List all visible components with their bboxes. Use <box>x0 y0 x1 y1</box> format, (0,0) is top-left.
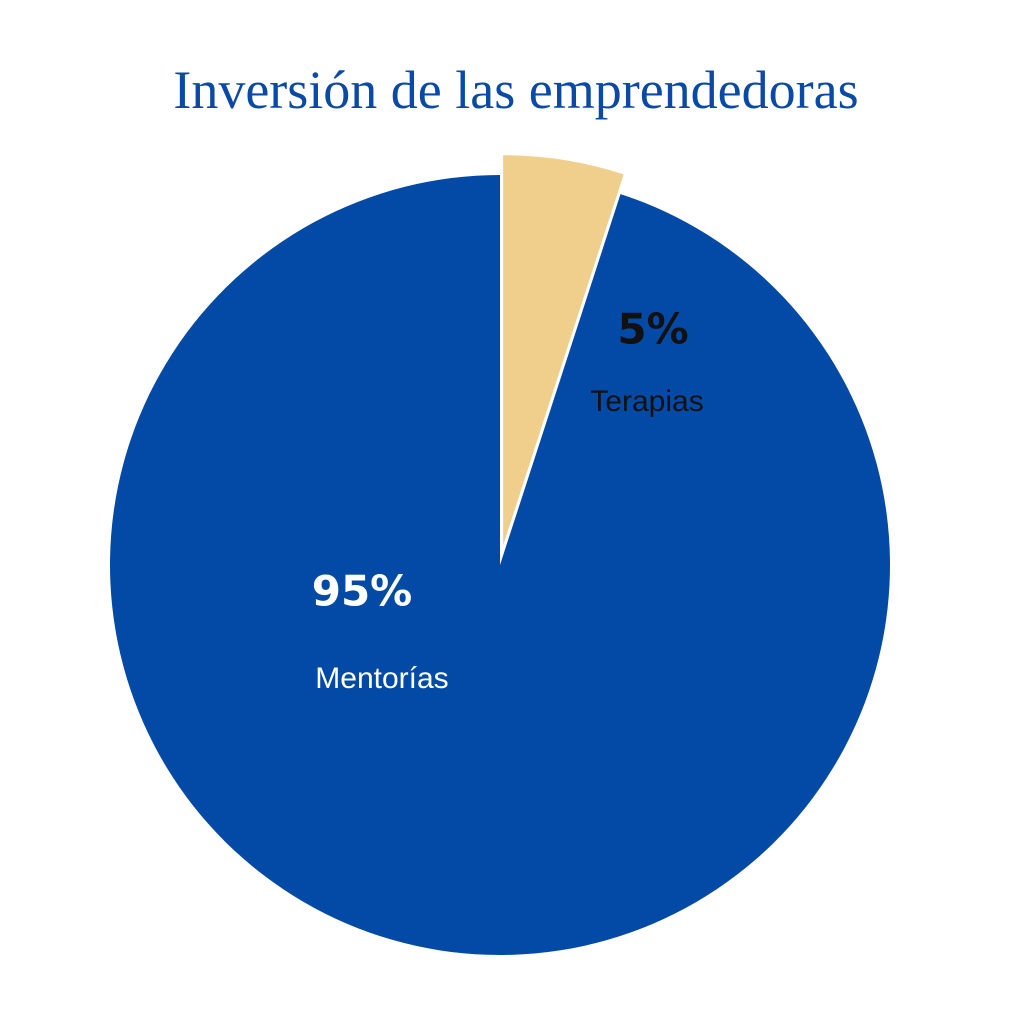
value-label: 5% <box>617 305 688 354</box>
pie-slice <box>109 175 891 956</box>
category-label: Mentorías <box>315 662 448 695</box>
chart-title: Inversión de las emprendedoras <box>173 60 858 120</box>
pie-slice <box>503 155 624 546</box>
category-label: Terapias <box>590 385 703 418</box>
value-label: 95% <box>312 567 413 616</box>
